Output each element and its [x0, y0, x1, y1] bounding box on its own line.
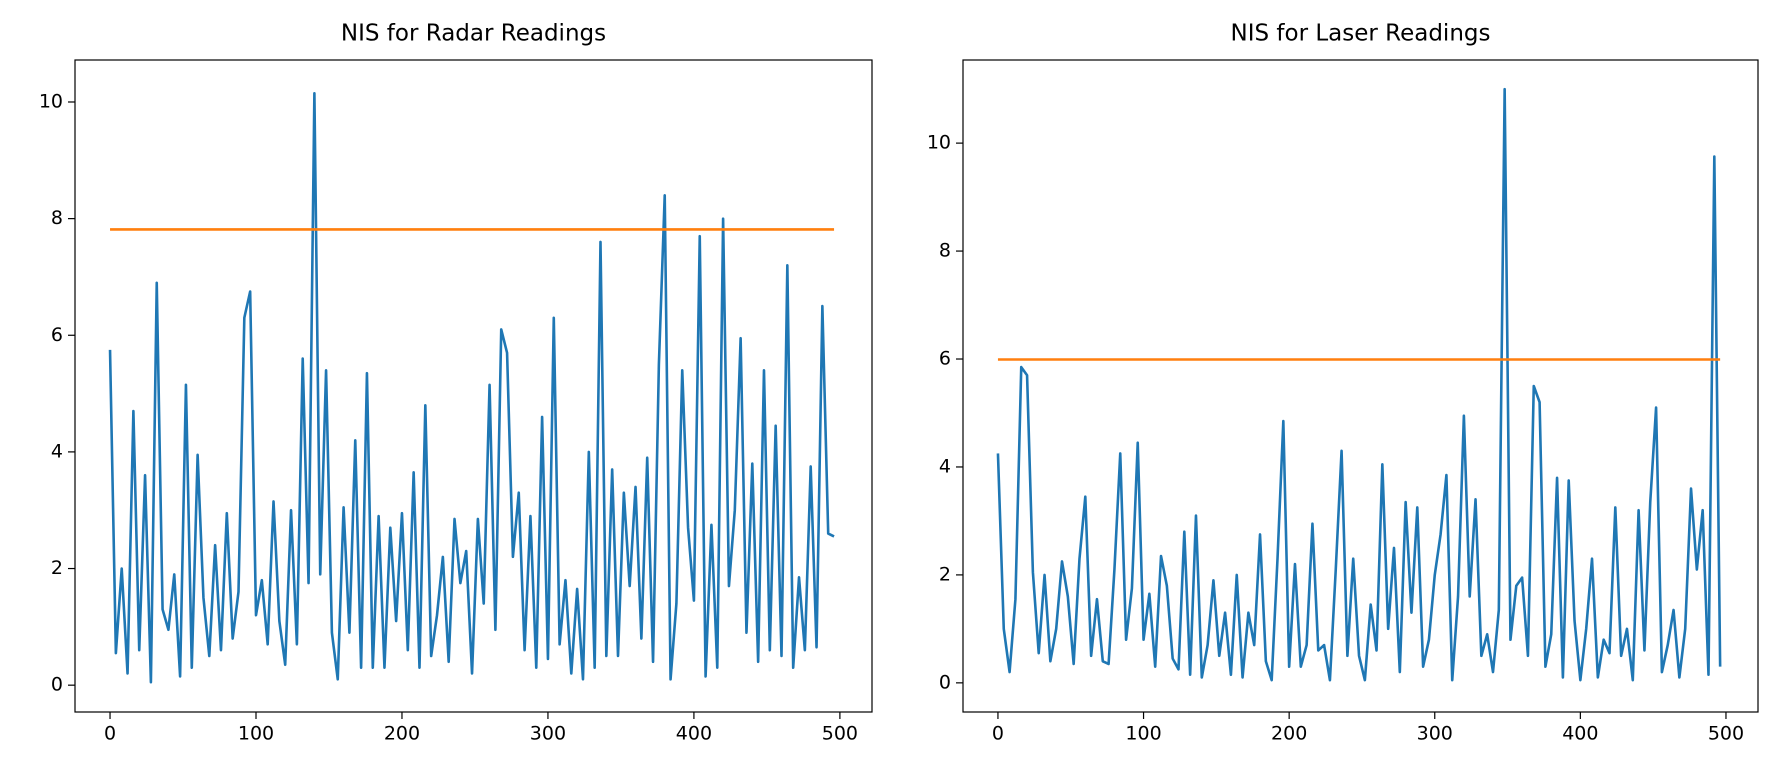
x-tick-label: 300 [530, 723, 566, 745]
x-tick-label: 400 [676, 723, 712, 745]
y-tick-label: 2 [939, 563, 951, 585]
y-tick-label: 0 [939, 671, 951, 693]
data-line [996, 87, 1722, 682]
chart-title: NIS for Radar Readings [341, 21, 606, 47]
y-tick-label: 10 [39, 90, 63, 112]
x-tick-label: 0 [992, 723, 1004, 745]
x-tick-label: 200 [1271, 723, 1307, 745]
y-tick-label: 0 [51, 674, 63, 696]
x-tick-label: 400 [1562, 723, 1598, 745]
chart-title: NIS for Laser Readings [1231, 21, 1491, 47]
x-tick-label: 100 [238, 723, 274, 745]
x-tick-label: 500 [1708, 723, 1744, 745]
plot-frame [962, 59, 1759, 713]
x-tick-label: 100 [1125, 723, 1161, 745]
y-tick-label: 4 [51, 440, 63, 462]
y-tick-label: 4 [939, 455, 951, 477]
y-tick-label: 10 [927, 132, 951, 154]
x-tick-label: 500 [822, 723, 858, 745]
x-tick-label: 200 [384, 723, 420, 745]
y-tick-label: 6 [51, 324, 63, 346]
x-tick-label: 300 [1417, 723, 1453, 745]
y-tick-label: 6 [939, 348, 951, 370]
y-tick-label: 8 [51, 207, 63, 229]
x-tick-label: 0 [104, 723, 116, 745]
plot-frame [74, 59, 873, 713]
y-tick-label: 8 [939, 240, 951, 262]
data-line [108, 91, 835, 684]
y-tick-label: 2 [51, 557, 63, 579]
